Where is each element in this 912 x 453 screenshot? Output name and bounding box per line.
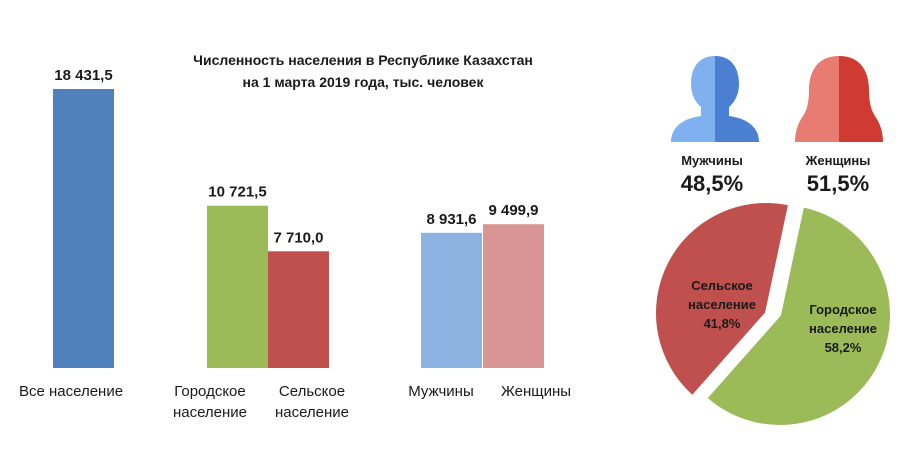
bar (421, 232, 482, 368)
pie-slice-label: 41,8% (704, 316, 741, 331)
category-label: население (173, 404, 247, 421)
bar-value-label: 9 499,9 (488, 202, 538, 219)
male-label: Мужчины (681, 153, 743, 168)
pie-slice (654, 201, 791, 398)
bar-value-label: 7 710,0 (273, 229, 323, 246)
female-percent: 51,5% (807, 171, 869, 196)
bar (268, 251, 329, 368)
bar-value-label: 18 431,5 (54, 67, 112, 84)
female-label: Женщины (805, 153, 871, 168)
category-label: Городское (174, 383, 245, 400)
category-label: население (275, 404, 349, 421)
pie-slice-label: население (688, 297, 756, 312)
male-person-icon (671, 56, 759, 142)
bar-series: 18 431,5 Все население 10 721,5 Городское на… (19, 67, 571, 421)
bar (207, 205, 268, 368)
female-person-icon (795, 56, 883, 142)
bar (483, 224, 544, 368)
category-label: Женщины (501, 383, 571, 400)
category-label: Сельское (279, 383, 345, 400)
category-label: Мужчины (408, 383, 473, 400)
bar (53, 89, 114, 368)
pie-slice-label: Городское (809, 302, 876, 317)
pie-slice (705, 205, 892, 427)
pie-slice-label: Сельское (691, 278, 753, 293)
bar-value-label: 10 721,5 (208, 184, 266, 201)
chart-title-line-2: на 1 марта 2019 года, тыс. человек (243, 74, 485, 90)
bar-value-label: 8 931,6 (426, 211, 476, 228)
pie-slice-label: население (809, 321, 877, 336)
pie-slice-label: 58,2% (825, 340, 862, 355)
category-label: Все население (19, 383, 123, 400)
chart-title-line-1: Численность населения в Республике Казах… (193, 52, 533, 68)
pie-chart: Городское население 58,2% Сельское население… (654, 201, 892, 427)
male-percent: 48,5% (681, 171, 743, 196)
